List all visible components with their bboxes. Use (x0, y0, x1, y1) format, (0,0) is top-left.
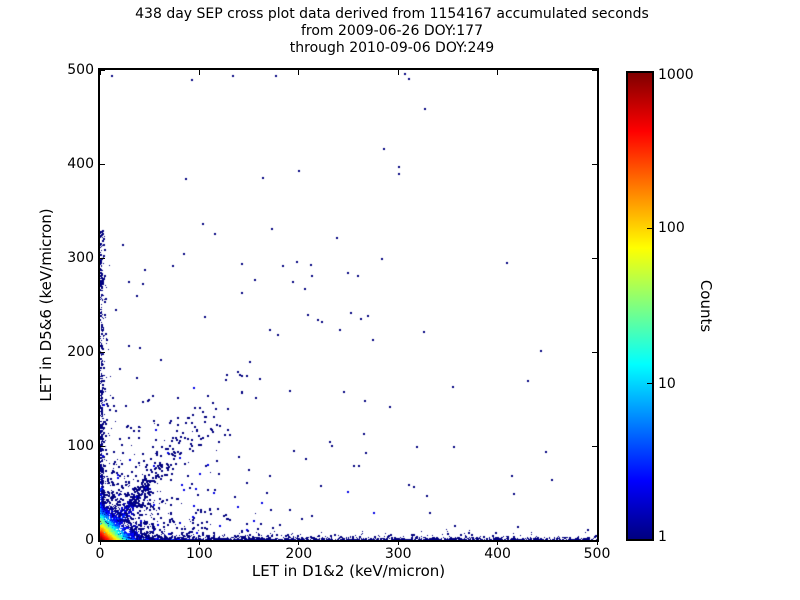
chart-title-line3: through 2010-09-06 DOY:249 (289, 40, 495, 56)
x-tick-mark (198, 540, 200, 545)
colorbar-tick-mark (647, 383, 652, 385)
colorbar-tick-mark (647, 227, 652, 229)
y-tick-label: 400 (67, 156, 94, 172)
x-tick-label: 200 (285, 546, 313, 562)
x-tick-label: 100 (186, 546, 213, 562)
y-tick-label: 500 (67, 62, 94, 78)
y-tick-mark-right (592, 351, 597, 353)
x-tick-label: 0 (95, 546, 105, 562)
y-tick-mark (100, 257, 105, 259)
plot-area (98, 68, 599, 542)
colorbar-tick-label: 10 (658, 375, 676, 392)
colorbar (626, 71, 654, 541)
colorbar-axis-label: Counts (697, 279, 715, 333)
x-tick-mark-top (596, 70, 598, 75)
x-tick-mark (596, 540, 598, 545)
y-tick-mark-right (592, 445, 597, 447)
y-tick-mark (100, 445, 105, 447)
chart-title-line2: from 2009-06-26 DOY:177 (300, 23, 483, 39)
chart-title: 438 day SEP cross plot data derived from… (0, 6, 784, 57)
y-tick-mark-right (592, 539, 597, 541)
x-tick-mark-top (397, 70, 399, 75)
x-tick-label: 300 (384, 546, 412, 562)
y-axis-label: LET in D5&6 (keV/micron) (37, 208, 55, 402)
y-tick-label: 100 (67, 438, 94, 454)
colorbar-tick-label: 100 (658, 220, 685, 237)
y-tick-mark-right (592, 257, 597, 259)
y-tick-mark (100, 351, 105, 353)
colorbar-tick-label: 1000 (658, 67, 694, 83)
x-tick-mark (397, 540, 399, 545)
x-tick-label: 500 (583, 546, 611, 562)
y-tick-mark (100, 539, 105, 541)
x-tick-mark-top (198, 70, 200, 75)
y-tick-label: 0 (85, 532, 94, 548)
x-tick-mark (298, 540, 300, 545)
scatter-canvas (100, 70, 597, 540)
y-tick-label: 300 (67, 250, 94, 266)
y-tick-label: 200 (67, 344, 94, 360)
chart-title-line1: 438 day SEP cross plot data derived from… (135, 6, 649, 22)
y-tick-mark-right (592, 69, 597, 71)
colorbar-tick-label: 1 (658, 529, 667, 545)
x-axis-label: LET in D1&2 (keV/micron) (251, 562, 446, 580)
y-tick-mark (100, 69, 105, 71)
y-tick-mark (100, 163, 105, 165)
y-tick-mark-right (592, 163, 597, 165)
x-tick-mark-top (497, 70, 499, 75)
x-tick-mark (497, 540, 499, 545)
x-tick-mark-top (99, 70, 101, 75)
x-tick-label: 400 (484, 546, 511, 562)
x-tick-mark (99, 540, 101, 545)
x-tick-mark-top (298, 70, 300, 75)
